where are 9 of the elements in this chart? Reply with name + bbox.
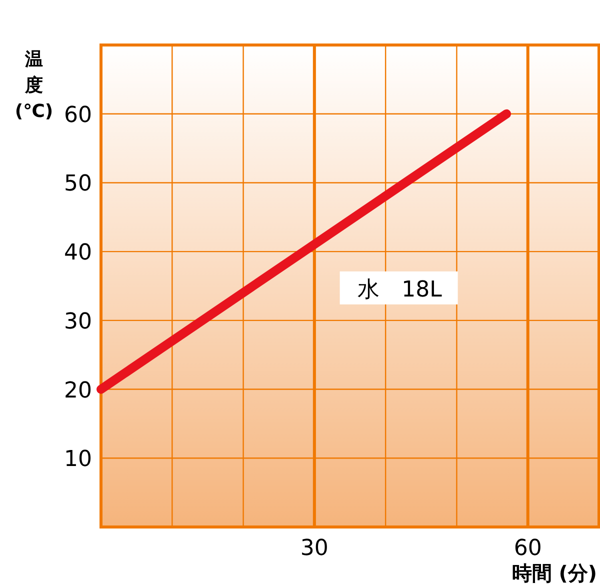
x-axis-title: 時間 (分) <box>512 561 597 585</box>
y-tick-label: 40 <box>64 240 92 266</box>
y-tick-label: 10 <box>64 447 92 472</box>
text: 水 18L <box>358 277 443 302</box>
y-tick-label: 60 <box>64 102 92 128</box>
y-tick-label: 50 <box>64 172 92 197</box>
y-tick-label: 20 <box>64 378 92 404</box>
y-axis-title: 温度(℃) <box>14 49 54 122</box>
y-tick-label: 30 <box>64 309 92 334</box>
